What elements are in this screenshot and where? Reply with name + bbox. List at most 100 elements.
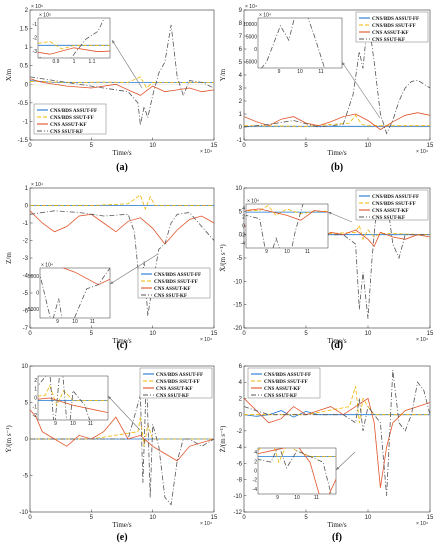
arrowhead-icon (108, 396, 112, 400)
y-tick-label: 0 (25, 437, 29, 443)
x-tick-label: 15 (427, 143, 434, 149)
inset-y-tick-label: 5000 (246, 34, 257, 40)
legend-entry: CNS ASSUT-KF (264, 386, 301, 392)
legend-entry: CNS ASSUT-KF (156, 386, 193, 392)
chart-panel-c: 0 5 10 15 -7 -6 -5 -4 -3 -2 -1 0 1 Time/s Z/m × 10⁴ × 10… (5, 182, 218, 351)
x-tick-label: 5 (90, 331, 94, 337)
y-tick-label: 0 (239, 125, 243, 131)
y-tick-label: 0 (25, 204, 29, 210)
inset-x-tick-label: 0.9 (53, 59, 60, 65)
panel-caption: (c) (116, 340, 127, 351)
inset-y-tick-label: -3 (33, 49, 38, 55)
arrowhead-icon (110, 281, 114, 284)
chart-panel-f: 0 5 10 15 -12 -10 -8 -6 -4 -2 0 2 4 6 Time/s Ż/(m s⁻¹) ×… (219, 364, 434, 543)
y-tick-label: -8 (237, 478, 243, 484)
legend-entry: CNS SSUT-KF (372, 215, 405, 221)
x-tick-label: 0 (28, 515, 32, 521)
inset-y-tick-label: 1 (34, 387, 37, 393)
inset-y-tick-label: -2 (33, 413, 38, 419)
inset-y-tick-label: 4 (242, 206, 245, 212)
series-line-2 (244, 397, 430, 488)
series-line-2 (244, 112, 430, 131)
y-tick-label: -2 (237, 429, 243, 435)
x-tick-label: 5 (304, 515, 308, 521)
legend-box (137, 267, 211, 299)
y-tick-label: 4 (239, 73, 243, 79)
inset-x-tick-label: 9 (54, 421, 57, 427)
inset-y-tick-label: -1 (33, 22, 38, 28)
y-tick-label: 2 (25, 8, 29, 14)
panel-caption: (f) (332, 532, 342, 543)
y-exponent: × 10⁴ (245, 4, 257, 10)
legend-entry: CNS/BDS ASSUT-FF (372, 194, 419, 200)
series-line-2 (30, 210, 214, 245)
inset-y-tick-label: 0 (36, 291, 39, 297)
legend-entry: CNS/BDS SSUT-FF (372, 23, 416, 29)
arrowhead-icon (328, 212, 332, 215)
panel-caption: (e) (116, 532, 127, 543)
y-tick-label: -5 (23, 474, 29, 480)
inset-frame (39, 267, 111, 319)
x-tick-label: 5 (304, 143, 308, 149)
legend-box (33, 103, 107, 135)
y-tick-label: 1 (25, 186, 29, 192)
y-tick-label: -12 (233, 510, 242, 516)
inset-y-tick-label: -2 (253, 478, 258, 484)
x-axis-label: Time/s (112, 337, 131, 345)
legend-entry: CNS SSUT-KF (50, 129, 83, 135)
inset-y-tick-label: 0 (242, 224, 245, 230)
legend-entry: CNS/BDS SSUT-FF (156, 379, 200, 385)
inset-x-tick-label: 1 (73, 59, 76, 65)
inset-frame (257, 17, 343, 69)
y-tick-label: -1 (23, 221, 29, 227)
y-tick-label: -15 (233, 303, 242, 309)
x-axis-label: Time/s (112, 149, 131, 157)
inset-y-tick-label: 2 (242, 215, 245, 221)
y-axis-label: X/m (5, 68, 13, 81)
y-tick-label: 2 (239, 99, 243, 105)
inset-series-3 (260, 18, 325, 68)
x-tick-label: 10 (149, 515, 156, 521)
x-tick-label: 0 (28, 143, 32, 149)
inset-x-tick-label: 11 (318, 69, 323, 75)
series-line-3 (244, 16, 430, 135)
x-tick-label: 5 (90, 515, 94, 521)
legend-entry: CNS/BDS ASSUT-FF (50, 108, 97, 114)
y-tick-label: 0.5 (20, 64, 29, 70)
y-axis-label: Ẏ/(m s⁻¹) (5, 425, 13, 453)
inset-frame (245, 203, 329, 249)
y-tick-label: -4 (237, 445, 243, 451)
panel-caption: (b) (331, 162, 343, 173)
y-tick-label: -5 (23, 291, 29, 297)
y-tick-label: 1 (239, 112, 243, 118)
legend-entry: CNS SSUT-KF (154, 293, 187, 299)
x-tick-label: 10 (149, 143, 156, 149)
x-tick-label: 0 (242, 515, 246, 521)
inset-y-tick-label: 5000 (28, 274, 39, 280)
inset-y-tick-label: 0 (34, 396, 37, 402)
x-tick-label: 10 (365, 331, 372, 337)
x-exponent: × 10⁴ (200, 521, 212, 527)
y-tick-label: -3 (23, 256, 29, 262)
panel-caption: (a) (116, 162, 128, 173)
inset-y-tick-label: 0 (254, 47, 257, 53)
y-tick-label: 0 (25, 82, 29, 88)
legend-box (139, 367, 213, 399)
series-line-3 (30, 373, 214, 506)
inset-y-tick-label: -5000 (26, 307, 39, 313)
series-line-2 (30, 78, 214, 96)
inset-zoom: 0.9 1 1.1 -1 -2 -3 × 10⁵ (33, 13, 143, 89)
legend-entry: CNS/BDS ASSUT-FF (154, 272, 201, 278)
x-tick-label: 15 (211, 331, 218, 337)
y-tick-label: -6 (237, 461, 243, 467)
inset-y-tick-label: 4 (254, 450, 257, 456)
inset-y-tick-label: 10000 (243, 22, 257, 28)
inset-series-1 (38, 41, 110, 50)
x-tick-label: 15 (211, 143, 218, 149)
